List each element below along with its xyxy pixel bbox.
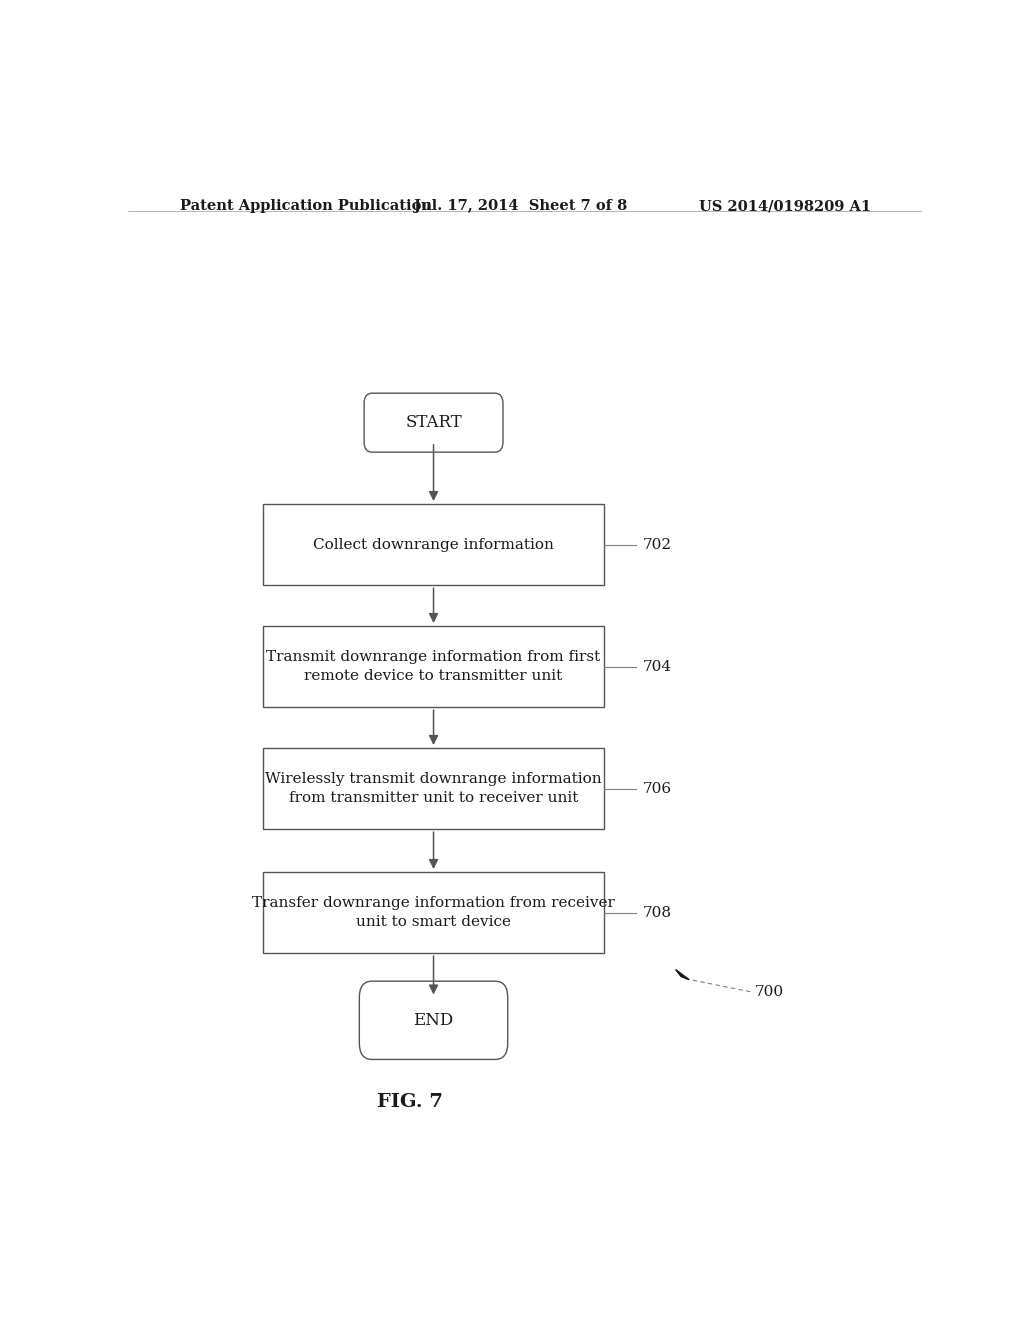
Text: END: END bbox=[414, 1012, 454, 1028]
Text: 702: 702 bbox=[642, 537, 672, 552]
Text: 700: 700 bbox=[755, 985, 784, 999]
Text: US 2014/0198209 A1: US 2014/0198209 A1 bbox=[699, 199, 871, 213]
Text: Collect downrange information: Collect downrange information bbox=[313, 537, 554, 552]
Text: Patent Application Publication: Patent Application Publication bbox=[179, 199, 431, 213]
Text: Transfer downrange information from receiver
unit to smart device: Transfer downrange information from rece… bbox=[252, 896, 615, 929]
Text: 704: 704 bbox=[642, 660, 672, 673]
FancyBboxPatch shape bbox=[263, 873, 604, 953]
FancyBboxPatch shape bbox=[263, 504, 604, 585]
FancyBboxPatch shape bbox=[359, 981, 508, 1060]
Text: Jul. 17, 2014  Sheet 7 of 8: Jul. 17, 2014 Sheet 7 of 8 bbox=[414, 199, 627, 213]
Polygon shape bbox=[676, 969, 689, 979]
Text: Transmit downrange information from first
remote device to transmitter unit: Transmit downrange information from firs… bbox=[266, 651, 601, 682]
FancyBboxPatch shape bbox=[263, 626, 604, 708]
Text: 708: 708 bbox=[642, 906, 672, 920]
FancyBboxPatch shape bbox=[263, 748, 604, 829]
Text: START: START bbox=[406, 414, 462, 432]
Text: Wirelessly transmit downrange information
from transmitter unit to receiver unit: Wirelessly transmit downrange informatio… bbox=[265, 772, 602, 805]
Text: FIG. 7: FIG. 7 bbox=[377, 1093, 442, 1110]
Text: 706: 706 bbox=[642, 781, 672, 796]
FancyBboxPatch shape bbox=[365, 393, 503, 453]
